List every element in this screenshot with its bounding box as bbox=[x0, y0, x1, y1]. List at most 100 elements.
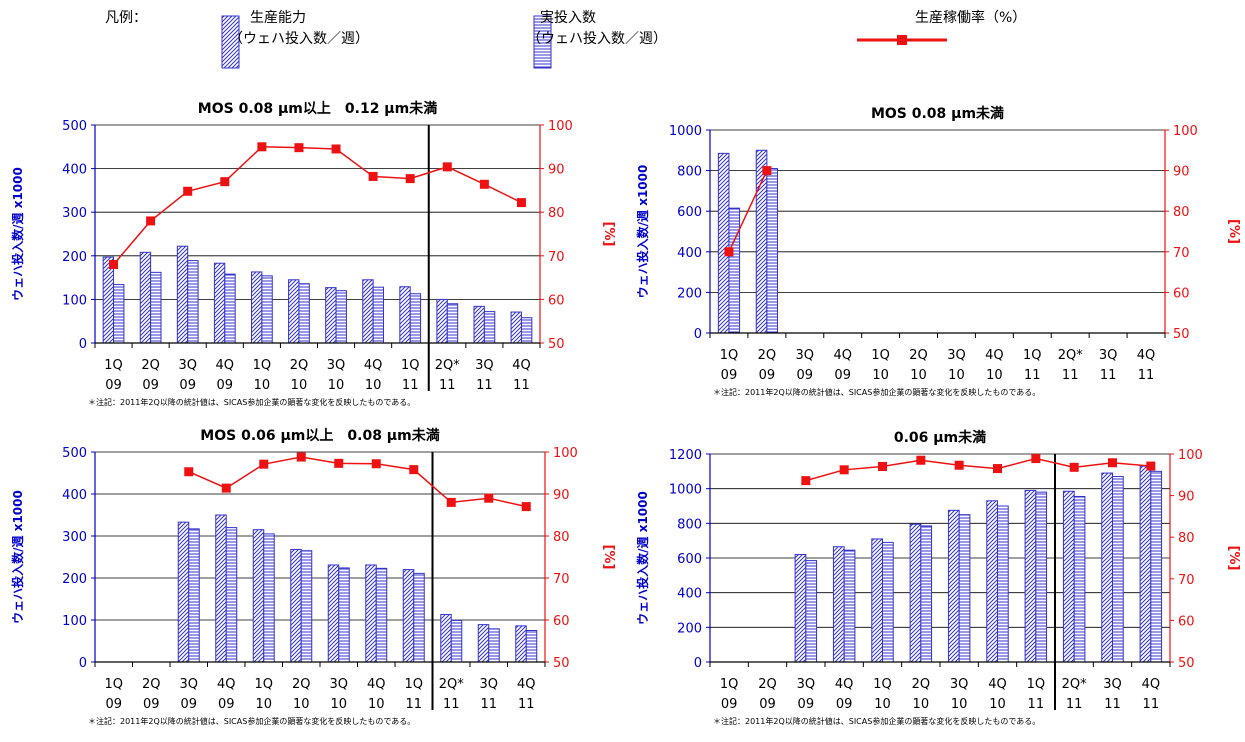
bar-capacity bbox=[362, 279, 374, 344]
x-tick-label: 2Q bbox=[142, 677, 161, 692]
y-tick-label: 400 bbox=[677, 246, 702, 261]
rate-marker bbox=[993, 464, 1002, 474]
bar-capacity bbox=[365, 564, 377, 663]
bar-actual bbox=[1150, 470, 1163, 663]
x-tick-label-year: 09 bbox=[836, 697, 853, 712]
x-tick-label-year: 09 bbox=[180, 697, 197, 712]
x-tick-label: 4Q bbox=[1142, 677, 1161, 692]
bar-actual bbox=[150, 271, 162, 344]
x-tick-label-year: 10 bbox=[872, 368, 889, 383]
legend-rate-label: 生産稼働率（%） bbox=[915, 9, 1026, 26]
x-tick-label: 4Q bbox=[512, 358, 531, 373]
y-axis-title: ウェハ投入数/週 x1000 bbox=[635, 491, 650, 625]
x-tick-label: 3Q bbox=[327, 358, 346, 373]
y2-tick-label: 50 bbox=[548, 337, 565, 352]
bar-capacity bbox=[755, 149, 768, 334]
rate-marker bbox=[294, 143, 304, 153]
bar-capacity bbox=[139, 251, 152, 344]
bar-actual bbox=[483, 311, 496, 344]
bar-capacity bbox=[947, 509, 960, 663]
x-tick-label: 4Q bbox=[835, 677, 854, 692]
rate-marker bbox=[1108, 458, 1117, 468]
y-tick-label: 200 bbox=[62, 572, 87, 587]
bar-actual bbox=[488, 628, 500, 663]
y-tick-label: 200 bbox=[677, 286, 702, 301]
y2-tick-label: 70 bbox=[548, 250, 565, 265]
rate-marker bbox=[184, 467, 194, 477]
rate-marker bbox=[221, 483, 231, 493]
chart-mos-008-012: MOS 0.08 μm以上 0.12 μm未満 0 100 200 300 400 500 5… bbox=[10, 100, 616, 407]
rate-marker bbox=[405, 174, 415, 184]
bar-capacity bbox=[177, 521, 190, 663]
x-tick-label-year: 11 bbox=[1138, 368, 1155, 383]
x-tick-label: 4Q bbox=[985, 348, 1004, 363]
y-tick-label: 1000 bbox=[669, 483, 702, 498]
x-tick-label: 3Q bbox=[947, 348, 966, 363]
bar-actual bbox=[113, 284, 125, 344]
bar-capacity bbox=[102, 256, 115, 344]
chart-title: MOS 0.08 μm未満 bbox=[871, 105, 1004, 122]
footnote: ＊注記：2011年2Q以降の統計値は、SICAS参加企業の顕著な変化を反映したも… bbox=[88, 716, 415, 726]
x-tick-label: 1Q bbox=[104, 358, 123, 373]
x-tick-label-year: 11 bbox=[513, 378, 530, 393]
y2-tick-label: 80 bbox=[548, 206, 565, 221]
rate-marker bbox=[146, 216, 156, 226]
y-tick-label: 300 bbox=[62, 206, 87, 221]
x-tick-label: 3Q bbox=[329, 677, 348, 692]
x-tick-label: 4Q bbox=[216, 358, 235, 373]
x-tick-label: 2Q* bbox=[439, 677, 465, 692]
bar-capacity bbox=[440, 614, 452, 663]
x-tick-label-year: 10 bbox=[254, 378, 271, 393]
bar-actual bbox=[338, 567, 350, 663]
x-tick-label-year: 11 bbox=[443, 697, 460, 712]
bar-capacity bbox=[252, 529, 265, 663]
y2-axis-title: [%] bbox=[1226, 546, 1241, 571]
bar-actual bbox=[300, 550, 313, 663]
y2-tick-label: 80 bbox=[1173, 205, 1190, 220]
footnote: ＊注記：2011年2Q以降の統計値は、SICAS参加企業の顕著な変化を反映したも… bbox=[88, 397, 415, 407]
x-tick-label: 3Q bbox=[178, 358, 197, 373]
y2-axis-title: [%] bbox=[601, 222, 616, 247]
bar-capacity bbox=[871, 538, 883, 663]
bar-capacity bbox=[288, 279, 300, 344]
bar-capacity bbox=[986, 500, 998, 663]
rate-marker bbox=[257, 142, 267, 152]
x-tick-label: 3Q bbox=[479, 677, 498, 692]
y2-tick-label: 90 bbox=[1173, 165, 1190, 180]
y2-tick-label: 60 bbox=[553, 614, 570, 629]
legend-capacity-unit: （ウェハ投入数／週） bbox=[229, 31, 369, 47]
x-tick-label-year: 10 bbox=[365, 378, 382, 393]
x-tick-label: 4Q bbox=[988, 677, 1007, 692]
y2-tick-label: 60 bbox=[1178, 614, 1195, 629]
bar-capacity bbox=[325, 287, 337, 344]
bar-actual bbox=[187, 260, 199, 344]
x-tick-label-year: 10 bbox=[948, 368, 965, 383]
bar-actual bbox=[224, 273, 236, 344]
rate-marker bbox=[1031, 454, 1041, 464]
bar-capacity bbox=[477, 624, 490, 663]
y-tick-label: 200 bbox=[677, 621, 702, 636]
bar-actual bbox=[335, 290, 347, 344]
x-tick-label-year: 11 bbox=[1028, 697, 1045, 712]
x-tick-label-year: 11 bbox=[402, 378, 419, 393]
bar-actual bbox=[882, 541, 894, 663]
rate-marker bbox=[839, 465, 849, 475]
y2-tick-label: 60 bbox=[548, 293, 565, 308]
bar-capacity bbox=[290, 548, 302, 663]
legend-actual-unit: （ウェハ投入数／週） bbox=[527, 31, 667, 47]
rate-marker bbox=[109, 260, 119, 270]
y2-tick-label: 60 bbox=[1173, 286, 1190, 301]
y2-tick-label: 70 bbox=[1178, 573, 1195, 588]
rate-marker bbox=[484, 493, 494, 503]
y2-axis-title: [%] bbox=[1226, 219, 1241, 244]
x-tick-label-year: 09 bbox=[834, 368, 851, 383]
x-tick-label: 3Q bbox=[1103, 677, 1122, 692]
bar-capacity bbox=[250, 271, 263, 344]
x-tick-label: 4Q bbox=[1137, 348, 1156, 363]
bar-capacity bbox=[510, 311, 522, 344]
x-tick-label: 2Q bbox=[758, 348, 777, 363]
x-tick-label-year: 09 bbox=[217, 378, 234, 393]
bar-actual bbox=[920, 525, 933, 663]
bar-actual bbox=[843, 549, 856, 663]
legend-actual-swatch bbox=[533, 15, 552, 69]
